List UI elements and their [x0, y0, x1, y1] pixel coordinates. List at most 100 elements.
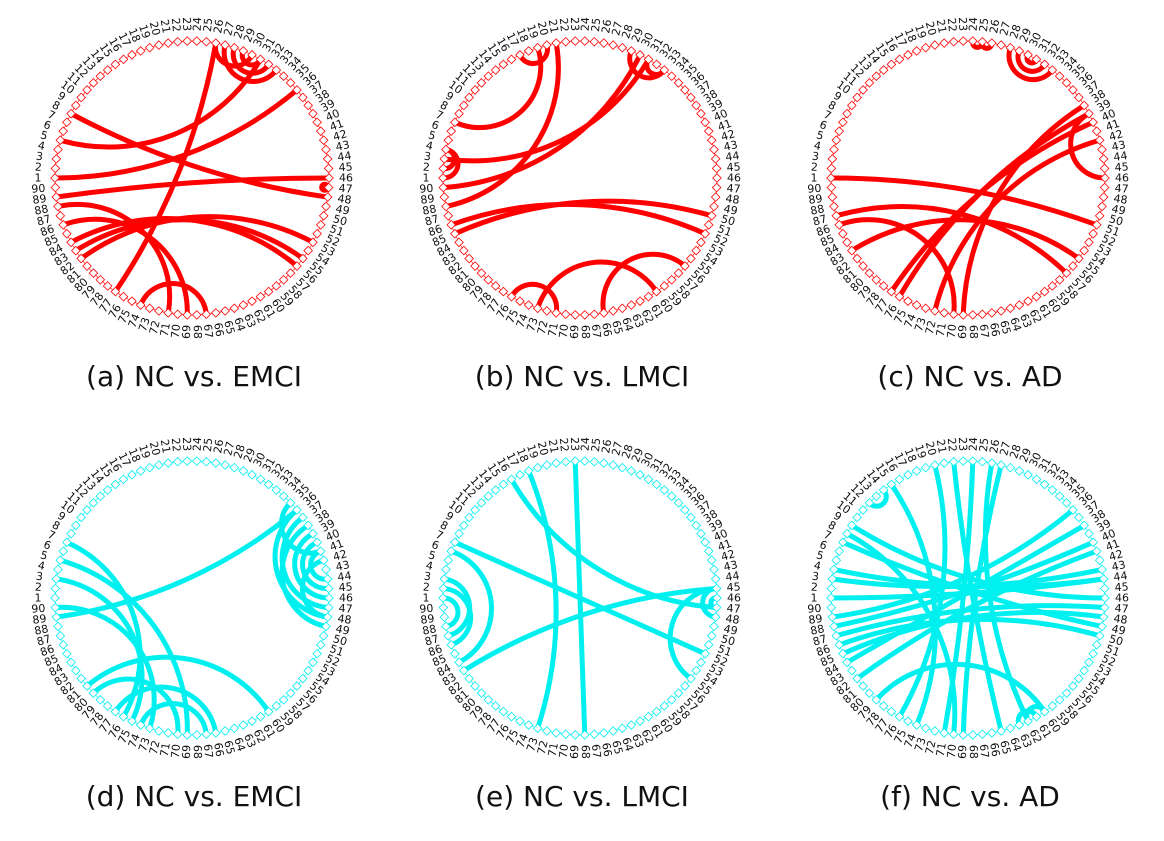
- connection-arc: [442, 54, 642, 190]
- node-label: 88: [33, 202, 49, 218]
- node-label: 41: [1104, 537, 1122, 554]
- node-marker: [827, 192, 838, 202]
- node-marker: [118, 711, 129, 722]
- node-label: 7: [433, 528, 445, 543]
- node-marker: [560, 729, 571, 740]
- node-label: 26: [599, 18, 614, 34]
- connection-arc: [80, 214, 314, 260]
- node-label: 6: [818, 538, 829, 553]
- node-marker: [127, 296, 137, 306]
- node-label: 15: [485, 461, 504, 480]
- node-label: 21: [546, 18, 561, 34]
- node-marker: [51, 612, 62, 622]
- node-marker: [490, 701, 501, 711]
- node-marker: [271, 485, 282, 495]
- node-marker: [454, 237, 464, 248]
- node-marker: [617, 462, 628, 473]
- node-label: 87: [811, 632, 828, 648]
- node-marker: [285, 78, 296, 88]
- node-label: 75: [892, 727, 910, 745]
- node-marker: [483, 491, 494, 501]
- node-label: 3: [35, 570, 44, 584]
- node-label: 28: [231, 23, 248, 40]
- node-label: 88: [33, 622, 49, 638]
- node-label: 32: [269, 461, 288, 480]
- node-label: 73: [912, 736, 929, 753]
- node-marker: [532, 462, 543, 473]
- node-label: 16: [494, 455, 512, 474]
- node-label: 29: [241, 446, 258, 464]
- node-label: 47: [1114, 602, 1129, 616]
- node-marker: [1068, 681, 1078, 691]
- node-marker: [163, 308, 174, 318]
- node-label: 24: [579, 17, 592, 31]
- node-label: 3: [811, 570, 820, 584]
- node-marker: [483, 695, 494, 705]
- node-marker: [1068, 85, 1078, 95]
- node-marker: [315, 126, 326, 136]
- node-label: 64: [231, 316, 248, 333]
- node-marker: [172, 36, 183, 47]
- node-marker: [831, 135, 842, 146]
- node-marker: [958, 310, 969, 320]
- node-marker: [703, 546, 714, 556]
- node-marker: [864, 498, 875, 508]
- node-marker: [483, 275, 494, 285]
- node-marker: [470, 505, 480, 515]
- node-marker: [598, 728, 609, 738]
- node-label: 89: [808, 192, 824, 207]
- node-label: 6: [430, 118, 441, 133]
- node-label: 75: [892, 307, 910, 325]
- node-marker: [450, 537, 460, 548]
- node-marker: [1039, 59, 1050, 70]
- connection-arc: [230, 47, 270, 76]
- node-label: 28: [231, 443, 248, 460]
- connectogram: 1234567891011121314151617181920212223242…: [807, 17, 1129, 339]
- node-marker: [95, 491, 106, 501]
- connection-arc: [450, 549, 494, 664]
- connection-arc: [279, 523, 327, 629]
- node-marker: [686, 92, 696, 103]
- node-label: 60: [1045, 716, 1064, 735]
- node-marker: [53, 144, 63, 155]
- node-marker: [323, 583, 334, 594]
- node-label: 85: [430, 232, 448, 250]
- node-marker: [454, 108, 464, 119]
- node-label: 74: [902, 732, 919, 750]
- node-marker: [271, 701, 282, 711]
- node-marker: [50, 583, 61, 594]
- node-marker: [53, 621, 63, 632]
- node-label: 18: [126, 446, 143, 464]
- node-label: 88: [421, 622, 437, 638]
- node-marker: [76, 92, 86, 103]
- node-label: 42: [1108, 547, 1125, 563]
- node-marker: [864, 688, 875, 698]
- node-label: 44: [337, 149, 353, 164]
- node-marker: [551, 458, 562, 468]
- node-label: 19: [136, 23, 153, 40]
- node-label: 70: [557, 744, 571, 759]
- node-marker: [118, 54, 129, 65]
- panel-caption: (f) NC vs. AD: [880, 780, 1060, 813]
- node-label: 60: [1045, 296, 1064, 315]
- node-marker: [680, 85, 690, 95]
- node-marker: [154, 306, 164, 316]
- node-marker: [476, 78, 487, 88]
- node-marker: [88, 268, 99, 278]
- node-marker: [686, 512, 696, 523]
- node-marker: [829, 144, 839, 155]
- node-marker: [163, 458, 174, 468]
- node-marker: [703, 126, 714, 136]
- node-marker: [827, 574, 838, 584]
- node-label: 62: [1027, 307, 1045, 325]
- node-marker: [696, 108, 706, 119]
- node-label: 54: [313, 250, 332, 268]
- node-marker: [82, 505, 92, 515]
- node-marker: [831, 555, 842, 566]
- node-marker: [1079, 100, 1089, 111]
- node-marker: [50, 173, 60, 183]
- node-label: 69: [180, 325, 193, 339]
- node-marker: [88, 688, 99, 698]
- node-label: 65: [997, 319, 1013, 336]
- connection-arc: [951, 461, 1004, 732]
